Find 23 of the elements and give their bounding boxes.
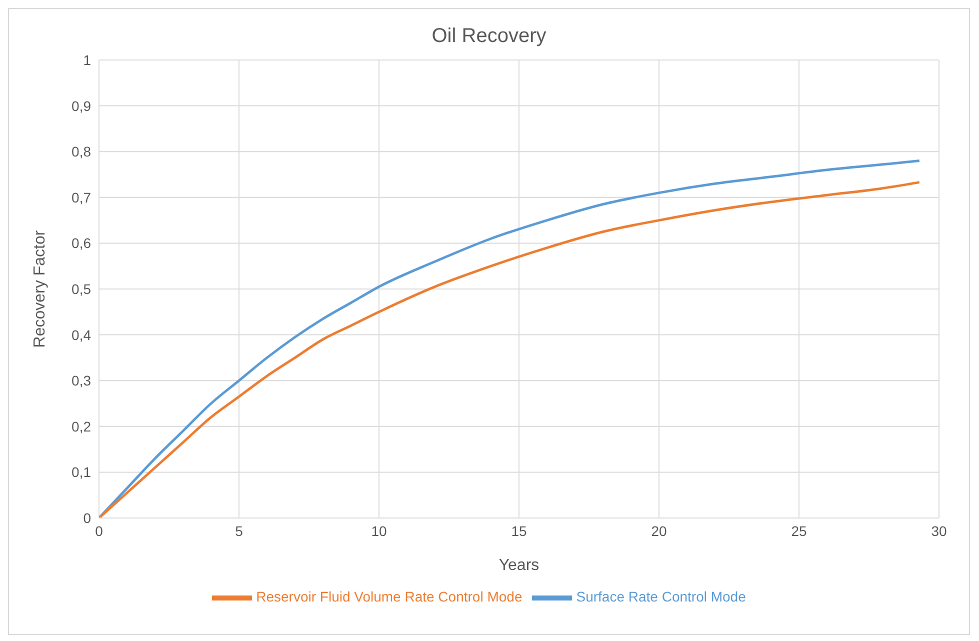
y-tick-label: 0,3	[72, 372, 92, 389]
x-tick-label: 0	[95, 522, 104, 539]
x-tick-label: 15	[511, 522, 527, 539]
x-axis-title: Years	[498, 557, 540, 574]
chart-title: Oil Recovery	[430, 25, 548, 48]
y-tick-label: 0,8	[72, 144, 92, 160]
y-tick-label: 0,7	[72, 189, 92, 206]
x-tick-label: 20	[651, 522, 667, 539]
legend-label: Reservoir Fluid Volume Rate Control Mode	[256, 588, 522, 605]
y-tick-label: 0,9	[72, 98, 92, 114]
y-tick-label: 0,4	[72, 326, 92, 343]
x-tick-label: 30	[931, 522, 947, 539]
legend-label: Surface Rate Control Mode	[576, 588, 746, 605]
y-tick-label: 0,2	[72, 418, 92, 434]
y-axis-title: Recovery Factor	[32, 230, 49, 348]
y-tick-label: 0,5	[72, 280, 92, 297]
y-tick-label: 0	[83, 510, 92, 526]
y-tick-label: 0,1	[72, 464, 92, 480]
y-tick-label: 0,6	[72, 235, 92, 252]
y-tick-label: 1	[83, 52, 92, 68]
x-tick-label: 10	[371, 522, 387, 539]
x-tick-label: 25	[791, 522, 807, 539]
x-tick-label: 5	[235, 522, 244, 539]
